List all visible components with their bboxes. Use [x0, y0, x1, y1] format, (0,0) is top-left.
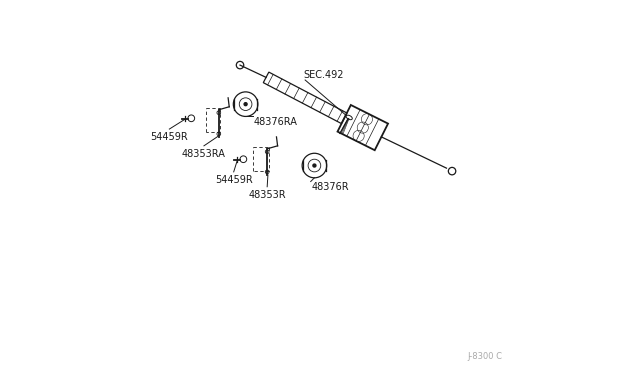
Text: 54459R: 54459R [215, 175, 253, 185]
Circle shape [313, 164, 316, 167]
Text: 48376RA: 48376RA [254, 117, 298, 127]
Text: 48353R: 48353R [248, 190, 286, 200]
Text: J-8300 C: J-8300 C [467, 352, 502, 361]
Text: 48353RA: 48353RA [182, 149, 226, 159]
Text: 54459R: 54459R [150, 132, 188, 142]
Circle shape [244, 103, 247, 106]
Text: 48376R: 48376R [312, 182, 349, 192]
Text: SEC.492: SEC.492 [303, 70, 344, 80]
